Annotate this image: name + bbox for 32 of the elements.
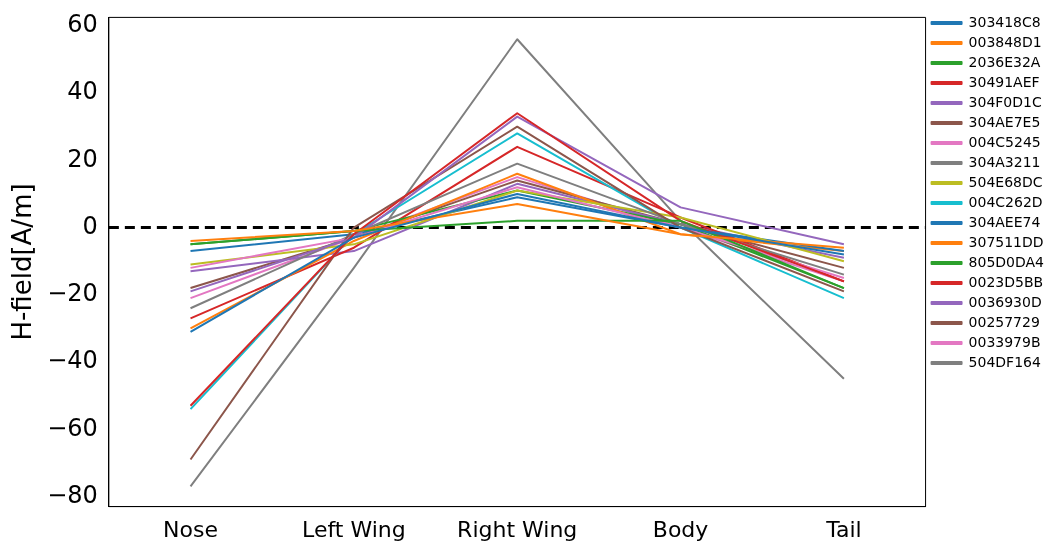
legend-label: 00257729	[968, 313, 1040, 330]
y-tick-label: −80	[47, 480, 98, 509]
legend-label: 003848D1	[968, 33, 1042, 50]
legend-label: 303418C8	[968, 13, 1041, 30]
y-tick-label: −60	[47, 413, 98, 442]
legend-label: 304AEE74	[968, 213, 1041, 230]
y-tick-label: −40	[47, 346, 98, 375]
legend-label: 0033979B	[968, 333, 1041, 350]
legend-label: 504E68DC	[968, 173, 1043, 190]
x-tick-label: Tail	[825, 516, 862, 542]
y-tick-label: 20	[67, 144, 98, 173]
legend-label: 304A3211	[968, 153, 1041, 170]
legend-label: 004C262D	[968, 193, 1043, 210]
legend-label: 307511DD	[968, 233, 1044, 250]
legend-label: 805D0DA4	[968, 253, 1045, 270]
legend-label: 2036E32A	[968, 53, 1041, 70]
y-tick-label: −20	[47, 279, 98, 308]
y-tick-label: 60	[67, 10, 98, 39]
y-tick-label: 0	[82, 211, 98, 240]
x-tick-label: Left Wing	[302, 516, 406, 542]
legend-label: 30491AEF	[968, 73, 1040, 90]
legend-label: 504DF164	[968, 353, 1041, 370]
legend-label: 304F0D1C	[968, 93, 1042, 110]
legend-label: 0023D5BB	[968, 273, 1044, 290]
legend-label: 004C5245	[968, 133, 1041, 150]
legend-label: 304AE7E5	[968, 113, 1041, 130]
legend-label: 0036930D	[968, 293, 1042, 310]
x-tick-label: Nose	[163, 516, 218, 542]
y-axis-title: H-field[A/m]	[7, 183, 38, 341]
x-tick-label: Body	[652, 516, 709, 542]
y-tick-label: 40	[67, 77, 98, 106]
x-tick-label: Right Wing	[457, 516, 578, 542]
